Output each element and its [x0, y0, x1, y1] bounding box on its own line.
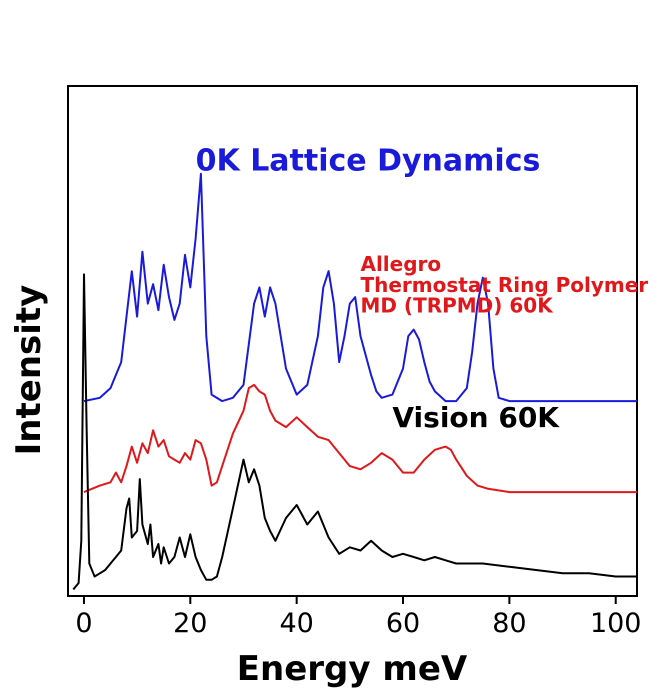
- x-tick-label: 0: [75, 608, 92, 639]
- label-vision-line-1: Vision 60K: [392, 401, 560, 434]
- series-line-1: [83, 172, 637, 403]
- x-tick-label: 80: [492, 608, 526, 639]
- x-tick-label: 20: [173, 608, 207, 639]
- series-layer: [72, 172, 637, 591]
- plot-frame: [67, 85, 638, 597]
- series-line-3: [72, 273, 637, 591]
- label-0k-line-1: 0K Lattice Dynamics: [196, 143, 541, 178]
- label-allegro-line-2: Thermostat Ring Polymer: [360, 273, 648, 297]
- x-tick-label: 100: [590, 608, 642, 639]
- label-allegro-line-3: MD (TRPMD) 60K: [360, 294, 554, 318]
- y-axis-title: Intensity: [9, 285, 49, 456]
- x-tick-label: 40: [279, 608, 313, 639]
- x-tick-label: 60: [386, 608, 420, 639]
- x-axis-ticks: 0 20 40 60 80 100: [75, 596, 642, 639]
- series-line-2: [83, 383, 637, 494]
- label-allegro-line-1: Allegro: [360, 252, 441, 276]
- x-axis-title: Energy meV: [237, 649, 468, 688]
